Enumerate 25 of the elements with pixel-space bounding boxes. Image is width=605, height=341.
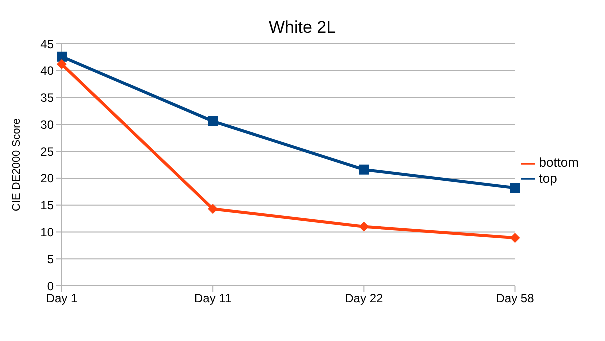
legend-label: bottom <box>539 154 579 170</box>
x-tick-label: Day 1 <box>46 292 78 306</box>
y-tick-label: 15 <box>40 198 54 213</box>
y-tick-label: 40 <box>40 64 54 78</box>
y-tick-label: 20 <box>40 172 54 186</box>
y-tick-label: 0 <box>47 279 54 294</box>
point <box>359 222 370 232</box>
legend-label: top <box>539 170 558 186</box>
x-tick-label: Day 11 <box>194 292 232 306</box>
y-tick-label: 10 <box>40 225 54 240</box>
point <box>510 183 520 194</box>
y-tick-label: 35 <box>40 91 54 106</box>
point <box>359 164 370 175</box>
y-axis-title: CIE DE2000 Score <box>10 118 23 212</box>
y-tick-label: 30 <box>40 118 54 132</box>
point <box>57 52 67 62</box>
point <box>510 233 520 244</box>
point <box>208 204 218 214</box>
point <box>208 116 218 126</box>
chart-title: White 2L <box>268 18 338 38</box>
y-tick-label: 45 <box>40 37 54 52</box>
y-tick-label: 25 <box>40 144 54 159</box>
x-tick-label: Day 58 <box>496 292 535 306</box>
y-tick-label: 5 <box>47 252 54 266</box>
x-tick-label: Day 22 <box>345 292 384 306</box>
